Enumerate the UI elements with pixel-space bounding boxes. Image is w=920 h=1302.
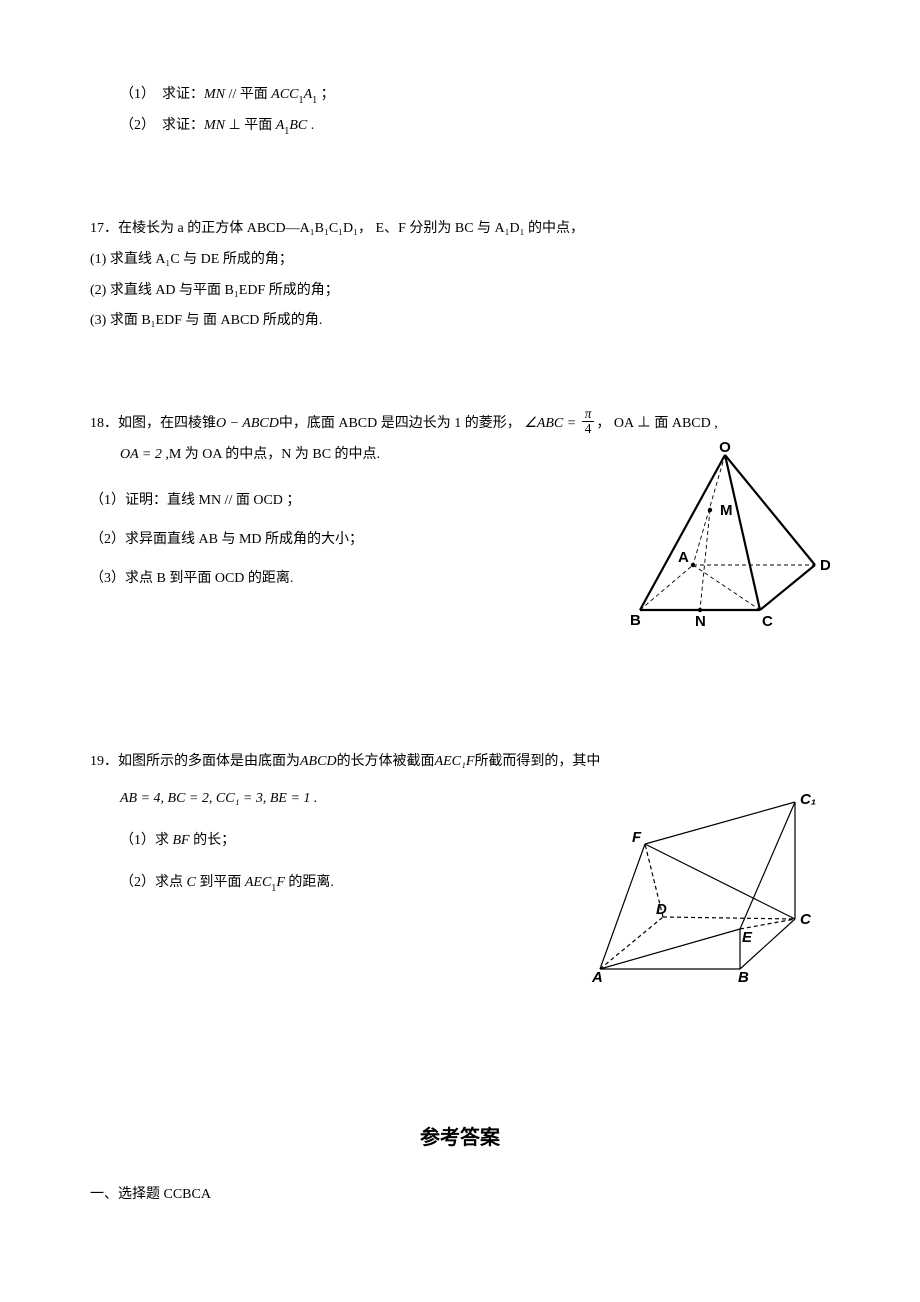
- q16-part1: （1） 求证：MN // 平面 ACC1A1 ；: [90, 80, 830, 111]
- q17-p2: (2) 求直线 AD 与平面 B₁EDF 所成的角；: [90, 276, 830, 307]
- label-M: M: [720, 502, 733, 519]
- label-Bv: B: [738, 969, 749, 984]
- q17-p1: (1) 求直线 A₁C 与 DE 所成的角；: [90, 245, 830, 276]
- q18-figure: O M A D B N C: [630, 440, 830, 635]
- label-Dv: D: [656, 901, 667, 918]
- label-A: A: [591, 969, 603, 984]
- label-F: F: [632, 829, 642, 846]
- label-B: B: [630, 612, 641, 629]
- q19-stem: 19．如图所示的多面体是由底面为ABCD的长方体被截面AEC₁F所截而得到的，其…: [90, 747, 830, 778]
- q16-part2: （2） 求证：MN ⊥ 平面 A1BC .: [90, 111, 830, 142]
- q19-figure: A B C C₁ F D E: [570, 784, 830, 989]
- label-C: C: [762, 613, 773, 630]
- q17-stem: 17．在棱长为 a 的正方体 ABCD—A₁B₁C₁D₁， E、F 分别为 BC…: [90, 214, 830, 245]
- answers-title: 参考答案: [90, 1121, 830, 1150]
- answers-sec1: 一、选择题 CCBCA: [90, 1180, 830, 1211]
- q17-p3: (3) 求面 B₁EDF 与 面 ABCD 所成的角.: [90, 306, 830, 337]
- label-O: O: [719, 440, 731, 456]
- label-N: N: [695, 613, 706, 630]
- label-D: D: [820, 557, 830, 574]
- label-Cv: C: [800, 911, 812, 928]
- label-A: A: [678, 549, 689, 566]
- label-E: E: [742, 929, 753, 946]
- q18-stem: 18．如图，在四棱锥O − ABCD中，底面 ABCD 是四边长为 1 的菱形，…: [90, 409, 830, 440]
- label-C1: C₁: [800, 791, 816, 808]
